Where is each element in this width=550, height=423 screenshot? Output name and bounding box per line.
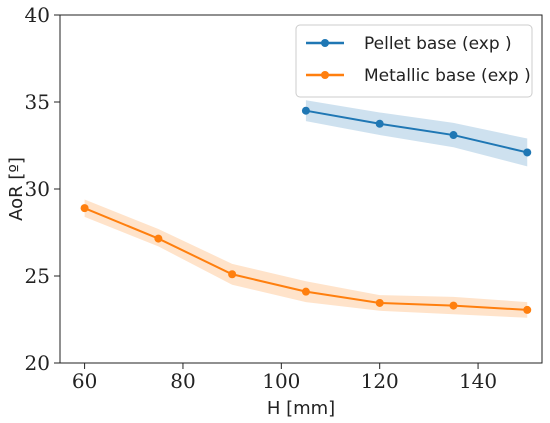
legend-swatch-marker [321,71,329,79]
y-tick-label: 25 [25,264,50,288]
series-1-point [375,298,384,307]
series-0-band [305,100,528,167]
confidence-bands [84,100,528,318]
series-0-point [523,148,532,157]
x-axis-label: H [mm] [267,398,335,419]
y-axis-label: AoR [º] [6,157,27,221]
x-tick-label: 80 [170,369,195,393]
y-tick-label: 20 [25,351,50,375]
x-tick-label: 140 [459,369,497,393]
legend-label: Pellet base (exp ) [364,34,512,54]
x-axis-ticks: 60 80 100 120 140 [72,363,497,393]
legend-box [295,24,533,98]
series-1-point [523,305,532,314]
series-1-point [449,301,458,310]
series-0-line [305,109,528,154]
y-tick-label: 35 [25,90,50,114]
series-1-point [228,270,237,279]
x-tick-label: 100 [262,369,300,393]
legend-swatch-marker [321,39,329,47]
y-axis-ticks: 20 25 30 35 40 [25,3,60,375]
series-0-point [449,131,458,140]
x-tick-label: 120 [361,369,399,393]
series-0-point [375,119,384,128]
y-tick-label: 30 [25,177,50,201]
series-1-point [80,204,89,213]
series-1-point [301,287,310,296]
y-tick-label: 40 [25,3,50,27]
series-1-point [154,234,163,243]
series-1-band [84,199,528,318]
series-points [80,106,532,314]
legend: Pellet base (exp ) Metallic base (exp ) [295,24,533,98]
legend-label: Metallic base (exp ) [364,66,531,86]
x-tick-label: 60 [72,369,97,393]
series-0-point [301,106,310,115]
